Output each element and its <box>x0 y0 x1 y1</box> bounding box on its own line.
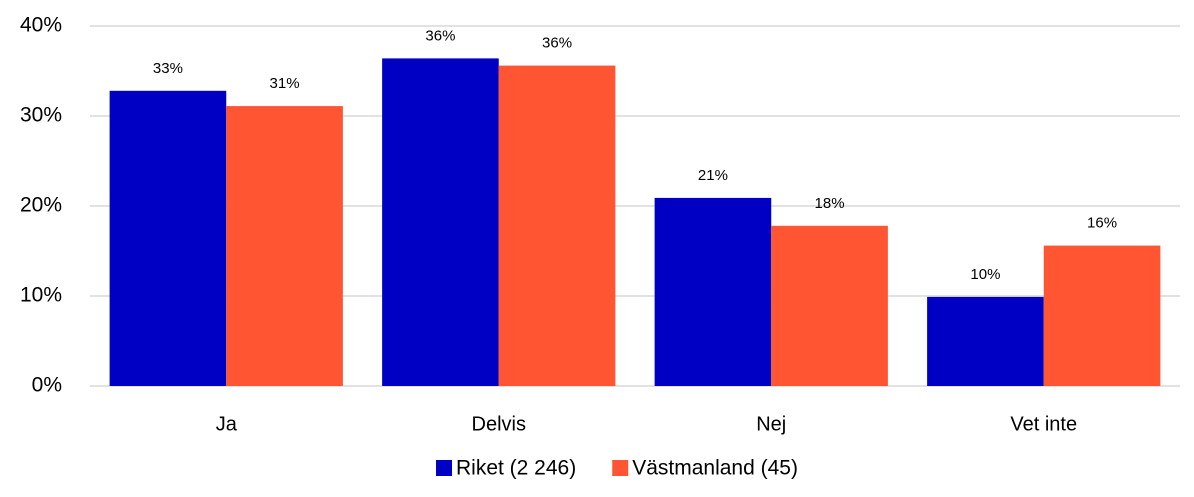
value-label: 16% <box>1087 215 1117 232</box>
y-tick-label: 20% <box>20 194 62 217</box>
bar <box>927 296 1044 386</box>
bar <box>382 58 499 387</box>
legend-swatch <box>436 460 453 476</box>
x-tick-label: Nej <box>756 413 786 435</box>
bar <box>498 65 616 386</box>
y-tick-label: 30% <box>20 104 62 127</box>
legend-label: Riket (2 246) <box>456 457 576 480</box>
x-tick-label: Ja <box>216 413 238 435</box>
value-label: 36% <box>425 27 455 44</box>
value-label: 18% <box>815 195 845 212</box>
value-label: 31% <box>270 75 300 92</box>
x-tick-label: Vet inte <box>1010 413 1077 435</box>
bar <box>654 197 772 386</box>
bar <box>226 106 343 386</box>
value-label: 10% <box>970 266 1000 283</box>
value-label: 33% <box>153 60 183 77</box>
legend-swatch <box>612 460 629 476</box>
value-label: 21% <box>698 167 728 184</box>
y-tick-label: 40% <box>20 14 62 37</box>
legend-label: Västmanland (45) <box>632 457 798 480</box>
bar <box>109 90 227 387</box>
value-label: 36% <box>542 35 572 52</box>
y-tick-label: 0% <box>32 374 62 397</box>
x-tick-label: Delvis <box>472 413 526 435</box>
bar <box>771 225 888 386</box>
bar <box>1043 245 1161 386</box>
y-tick-label: 10% <box>20 284 62 307</box>
